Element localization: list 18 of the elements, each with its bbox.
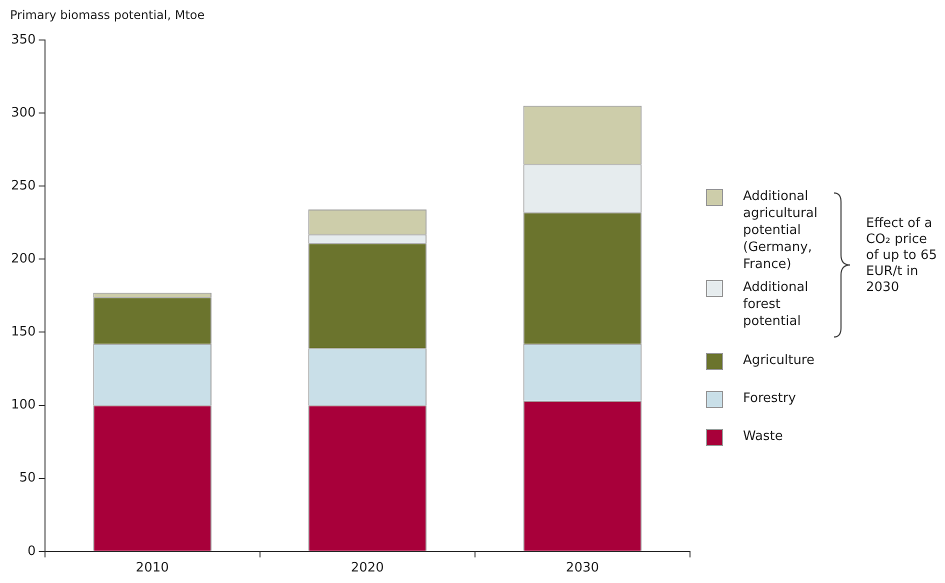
y-tick-label: 100 (10, 398, 36, 413)
y-tick-label: 300 (10, 105, 36, 120)
x-tick-label: 2010 (136, 560, 169, 576)
y-tick-label: 0 (28, 544, 36, 559)
y-tick-label: 150 (10, 324, 36, 340)
x-tick-label: 2020 (350, 560, 384, 576)
legend-label: Additional forest potential (743, 279, 810, 330)
y-tick-label: 200 (10, 252, 36, 267)
legend-label: Waste (743, 428, 784, 445)
text: Effect of a CO₂ price of up to 65 EUR/t in 2030 (866, 216, 938, 296)
legend-label: Forestry (743, 390, 797, 407)
y-axis-title: Primary biomass potential, Mtoe (10, 8, 205, 22)
y-tick-label: 350 (10, 32, 36, 48)
legend-label: Agriculture (743, 352, 816, 369)
y-tick-label: 250 (10, 178, 36, 194)
x-tick-label: 2030 (566, 560, 600, 576)
y-tick-label: 50 (19, 470, 36, 486)
legend-label: Additional agricultural potential (Germany, France) (743, 188, 818, 273)
